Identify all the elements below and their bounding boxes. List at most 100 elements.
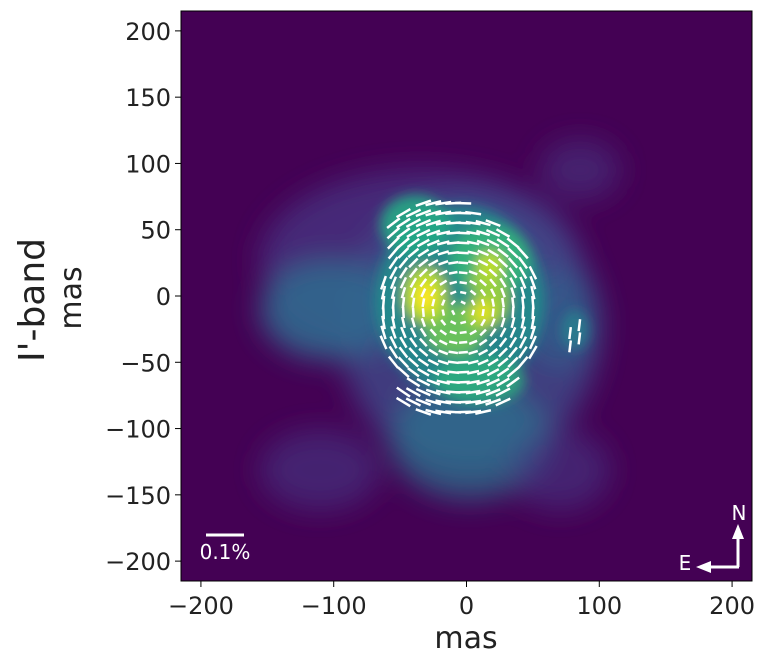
polarization-vector [388,345,399,359]
polarization-vector [501,297,505,308]
polarization-vector [380,325,387,340]
polarization-vector [426,378,441,386]
y-tick-label: −100 [105,416,171,444]
polarization-vector [416,238,430,248]
polarization-vector [465,220,481,226]
polarization-vector [568,340,573,353]
polarization-vector [475,219,491,227]
polarization-vector [495,228,511,238]
polarization-vector [415,387,431,397]
polarization-vector [475,409,492,415]
polarization-vector [530,285,536,300]
x-tick-label: 100 [576,592,622,620]
polarization-vector [508,336,518,349]
polarization-vector [480,318,487,327]
polarization-vector [507,257,519,269]
polarization-vector [479,328,487,337]
polarization-vector [391,306,396,319]
polarization-vector [396,386,411,398]
polarization-vector [425,398,442,406]
polarization-vector [395,396,411,408]
polarization-vector [500,317,506,328]
polarization-vector [429,278,438,287]
polarization-vector [431,308,435,317]
polarization-vector [417,357,430,367]
polarization-vector [390,286,397,300]
polarization-vector [517,355,529,369]
polarization-vector [448,350,459,355]
polarization-vector [400,286,407,299]
polarization-vector [435,389,451,395]
polarization-vector [410,287,417,298]
polarization-vector [466,230,481,236]
polarization-vector [408,347,419,358]
polarization-vector [476,229,491,237]
y-axis-ticks: 200 150 100 50 0 −50 −100 −150 −200 [105,18,181,576]
polarization-vector [528,265,538,280]
polarization-vector [406,377,421,388]
polarization-vector [407,367,420,378]
polarization-vector [431,298,436,307]
x-tick-label: 200 [709,592,755,620]
polarization-vector [396,227,411,239]
polarization-vector [421,298,426,308]
scale-bar-label: 0.1% [200,540,251,564]
polarization-vector [485,229,501,238]
polarization-vector [518,346,528,359]
polarization-vector [419,327,427,338]
polarization-vector [487,258,499,268]
y-tick-label: −200 [105,548,171,576]
polarization-vector [530,315,536,330]
polarization-vector [418,337,428,348]
north-label: N [732,501,747,525]
heatmap-image [181,11,752,581]
polarization-vector [518,336,528,349]
polarization-vector [509,326,517,339]
polarization-vector [426,229,441,237]
polarization-vector [496,238,510,248]
polarization-vector [468,339,478,346]
polarization-vector [485,388,501,397]
polarization-vector [476,368,490,376]
polarization-vector [436,379,451,385]
polarization-vector [448,340,458,345]
polarization-vector [486,378,500,387]
polarization-vector [386,217,401,229]
polarization-vector [430,288,437,297]
polarization-vector [487,358,499,367]
polarization-vector [480,298,486,307]
polarization-vector [507,247,519,259]
polarization-vector [460,310,466,316]
polarization-vector [430,318,437,327]
y-tick-label: 150 [125,84,171,112]
polarization-vector [427,368,440,376]
polarization-vector [486,368,500,377]
polarization-vector [458,340,468,345]
polarization-vector [449,330,457,335]
polarization-vector [439,289,447,297]
polarization-vector [408,267,418,279]
polarization-vector [507,356,519,368]
y-tick-label: 100 [125,150,171,178]
polarization-vector [415,209,432,218]
polarization-vector [429,328,438,337]
polarization-vector [435,399,452,405]
polarization-vector [390,325,397,339]
polarization-vector [438,269,448,276]
polarization-vector [457,370,470,374]
polarization-vector [496,367,510,378]
polarization-vector [405,397,422,407]
polarization-vector [398,256,409,269]
polarization-vector [458,271,468,275]
y-tick-label: 0 [156,283,171,311]
x-tick-label: −200 [168,592,234,620]
polarization-vector [459,281,467,285]
polarization-vector [497,257,509,268]
polarization-vector [406,228,421,239]
polarization-vector [449,290,457,296]
polarization-vector [466,369,480,375]
polarization-vector [387,355,400,369]
polarization-vector [458,261,469,265]
polarization-vector [428,268,438,277]
polarization-vector [401,306,405,319]
